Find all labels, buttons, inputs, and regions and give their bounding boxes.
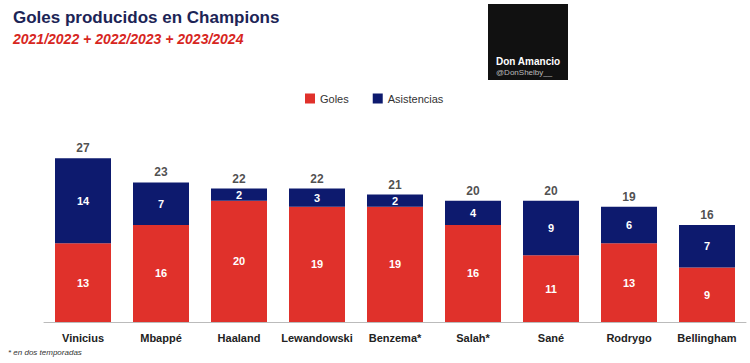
svg-text:11: 11 <box>545 283 557 295</box>
svg-text:2021/2022 + 2022/2023 + 2023/2: 2021/2022 + 2022/2023 + 2023/2024 <box>12 31 244 47</box>
svg-text:Lewandowski: Lewandowski <box>281 332 353 344</box>
svg-text:Asistencias: Asistencias <box>388 93 444 105</box>
svg-text:Goles producidos en Champions: Goles producidos en Champions <box>13 8 279 27</box>
svg-text:13: 13 <box>77 277 89 289</box>
svg-text:@DonShelby__: @DonShelby__ <box>496 68 553 77</box>
svg-text:Bellingham: Bellingham <box>677 332 737 344</box>
svg-text:20: 20 <box>544 184 558 198</box>
svg-text:16: 16 <box>700 208 714 222</box>
svg-text:Salah*: Salah* <box>456 332 490 344</box>
svg-text:Haaland: Haaland <box>218 332 261 344</box>
svg-text:* en dos temporadas: * en dos temporadas <box>8 348 82 357</box>
svg-text:20: 20 <box>466 184 480 198</box>
svg-text:19: 19 <box>311 258 323 270</box>
svg-text:7: 7 <box>704 240 710 252</box>
svg-text:Sané: Sané <box>538 332 564 344</box>
svg-text:2: 2 <box>392 195 398 207</box>
svg-text:3: 3 <box>314 192 320 204</box>
svg-text:19: 19 <box>622 190 636 204</box>
svg-text:13: 13 <box>623 277 635 289</box>
svg-text:21: 21 <box>388 178 402 192</box>
svg-text:4: 4 <box>470 207 477 219</box>
svg-text:23: 23 <box>154 165 168 179</box>
svg-text:16: 16 <box>155 267 167 279</box>
svg-text:Benzema*: Benzema* <box>369 332 422 344</box>
svg-text:20: 20 <box>233 255 245 267</box>
svg-text:9: 9 <box>548 222 554 234</box>
svg-text:16: 16 <box>467 267 479 279</box>
svg-text:7: 7 <box>158 198 164 210</box>
svg-text:2: 2 <box>236 189 242 201</box>
svg-text:22: 22 <box>310 172 324 186</box>
svg-text:Vinicius: Vinicius <box>62 332 104 344</box>
svg-text:Goles: Goles <box>320 93 349 105</box>
svg-text:Don Amancio: Don Amancio <box>496 56 560 67</box>
svg-text:14: 14 <box>77 195 90 207</box>
svg-text:9: 9 <box>704 289 710 301</box>
svg-text:6: 6 <box>626 219 632 231</box>
svg-text:Mbappé: Mbappé <box>140 332 182 344</box>
svg-text:27: 27 <box>76 141 90 155</box>
svg-text:19: 19 <box>389 258 401 270</box>
svg-text:22: 22 <box>232 172 246 186</box>
svg-text:Rodrygo: Rodrygo <box>606 332 652 344</box>
